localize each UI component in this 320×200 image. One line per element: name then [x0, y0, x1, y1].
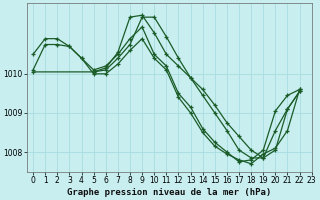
X-axis label: Graphe pression niveau de la mer (hPa): Graphe pression niveau de la mer (hPa): [67, 188, 271, 197]
